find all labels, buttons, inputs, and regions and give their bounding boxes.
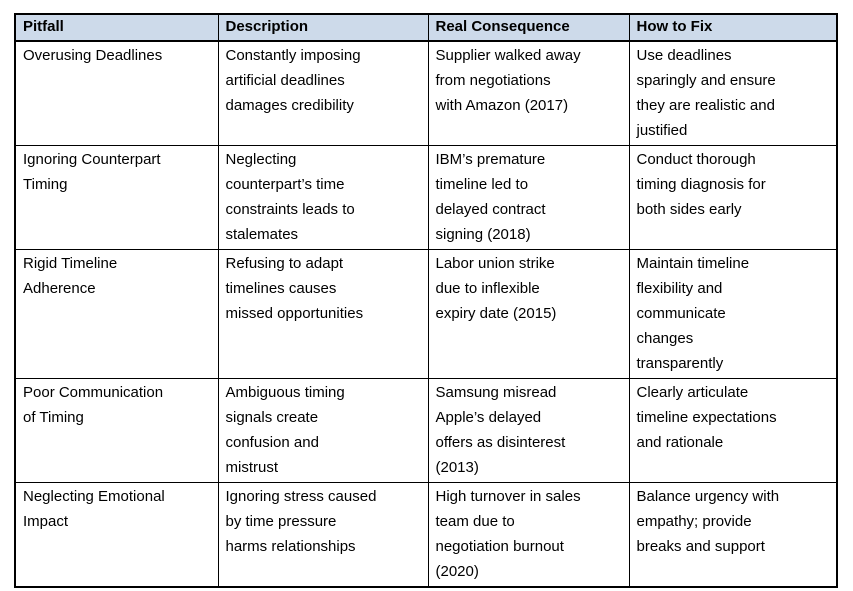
cell-pitfall: Ignoring Counterpart Timing (14, 145, 219, 250)
cell-description: Ignoring stress caused by time pressure … (217, 482, 429, 588)
cell-pitfall: Neglecting Emotional Impact (14, 482, 219, 588)
column-header-real-consequence: Real Consequence (427, 13, 630, 42)
cell-real-consequence: Samsung misread Apple’s delayed offers a… (427, 378, 630, 483)
cell-how-to-fix: Clearly articulate timeline expectations… (628, 378, 838, 483)
column-header-pitfall: Pitfall (14, 13, 219, 42)
cell-pitfall: Rigid Timeline Adherence (14, 249, 219, 379)
cell-description: Ambiguous timing signals create confusio… (217, 378, 429, 483)
cell-real-consequence: Labor union strike due to inflexible exp… (427, 249, 630, 379)
cell-description: Neglecting counterpart’s time constraint… (217, 145, 429, 250)
column-header-description: Description (217, 13, 429, 42)
table-row: Overusing Deadlines Constantly imposing … (14, 40, 838, 146)
cell-description: Constantly imposing artificial deadlines… (217, 40, 429, 146)
table-row: Rigid Timeline Adherence Refusing to ada… (14, 249, 838, 379)
cell-how-to-fix: Use deadlines sparingly and ensure they … (628, 40, 838, 146)
table-row: Ignoring Counterpart Timing Neglecting c… (14, 145, 838, 250)
table-row: Poor Communication of Timing Ambiguous t… (14, 378, 838, 483)
cell-real-consequence: IBM’s premature timeline led to delayed … (427, 145, 630, 250)
cell-how-to-fix: Maintain timeline flexibility and commun… (628, 249, 838, 379)
cell-pitfall: Overusing Deadlines (14, 40, 219, 146)
column-header-how-to-fix: How to Fix (628, 13, 838, 42)
cell-real-consequence: High turnover in sales team due to negot… (427, 482, 630, 588)
table-header-row: Pitfall Description Real Consequence How… (14, 13, 838, 42)
table-row: Neglecting Emotional Impact Ignoring str… (14, 482, 838, 588)
cell-how-to-fix: Conduct thorough timing diagnosis for bo… (628, 145, 838, 250)
pitfalls-table: Pitfall Description Real Consequence How… (14, 13, 838, 588)
cell-description: Refusing to adapt timelines causes misse… (217, 249, 429, 379)
cell-pitfall: Poor Communication of Timing (14, 378, 219, 483)
cell-real-consequence: Supplier walked away from negotiations w… (427, 40, 630, 146)
cell-how-to-fix: Balance urgency with empathy; provide br… (628, 482, 838, 588)
